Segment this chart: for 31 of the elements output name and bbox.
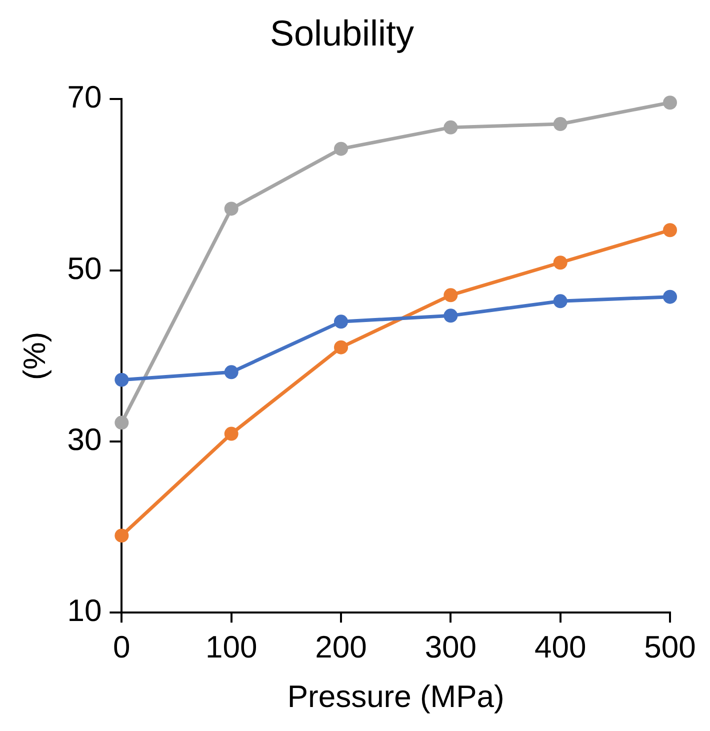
point bbox=[114, 528, 129, 543]
point bbox=[334, 340, 348, 354]
chart-title: Solubility bbox=[270, 12, 414, 54]
point bbox=[224, 426, 238, 441]
point bbox=[553, 117, 568, 132]
y-tick-label: 50 bbox=[67, 250, 102, 286]
y-tick-label: 30 bbox=[67, 422, 102, 458]
point bbox=[114, 416, 129, 430]
point bbox=[114, 372, 129, 387]
point bbox=[444, 288, 458, 302]
point bbox=[334, 142, 348, 156]
point bbox=[663, 96, 677, 110]
x-tick-label: 100 bbox=[205, 630, 258, 665]
point bbox=[444, 120, 458, 134]
point bbox=[663, 223, 677, 238]
x-tick-label: 300 bbox=[424, 630, 477, 665]
y-tick-label: 10 bbox=[67, 593, 102, 628]
x-tick-label: 200 bbox=[315, 630, 367, 665]
point bbox=[444, 308, 458, 323]
point bbox=[224, 365, 238, 380]
x-axis-title: Pressure (MPa) bbox=[287, 678, 504, 714]
point bbox=[334, 314, 348, 329]
point bbox=[553, 256, 568, 270]
x-tick-label: 500 bbox=[644, 630, 696, 665]
y-tick-label: 70 bbox=[67, 80, 102, 115]
x-tick-label: 400 bbox=[534, 630, 586, 665]
point bbox=[553, 294, 568, 308]
point bbox=[224, 202, 238, 216]
point bbox=[663, 290, 677, 304]
y-axis-title: (%) bbox=[17, 332, 52, 380]
x-tick-label: 0 bbox=[113, 630, 130, 665]
